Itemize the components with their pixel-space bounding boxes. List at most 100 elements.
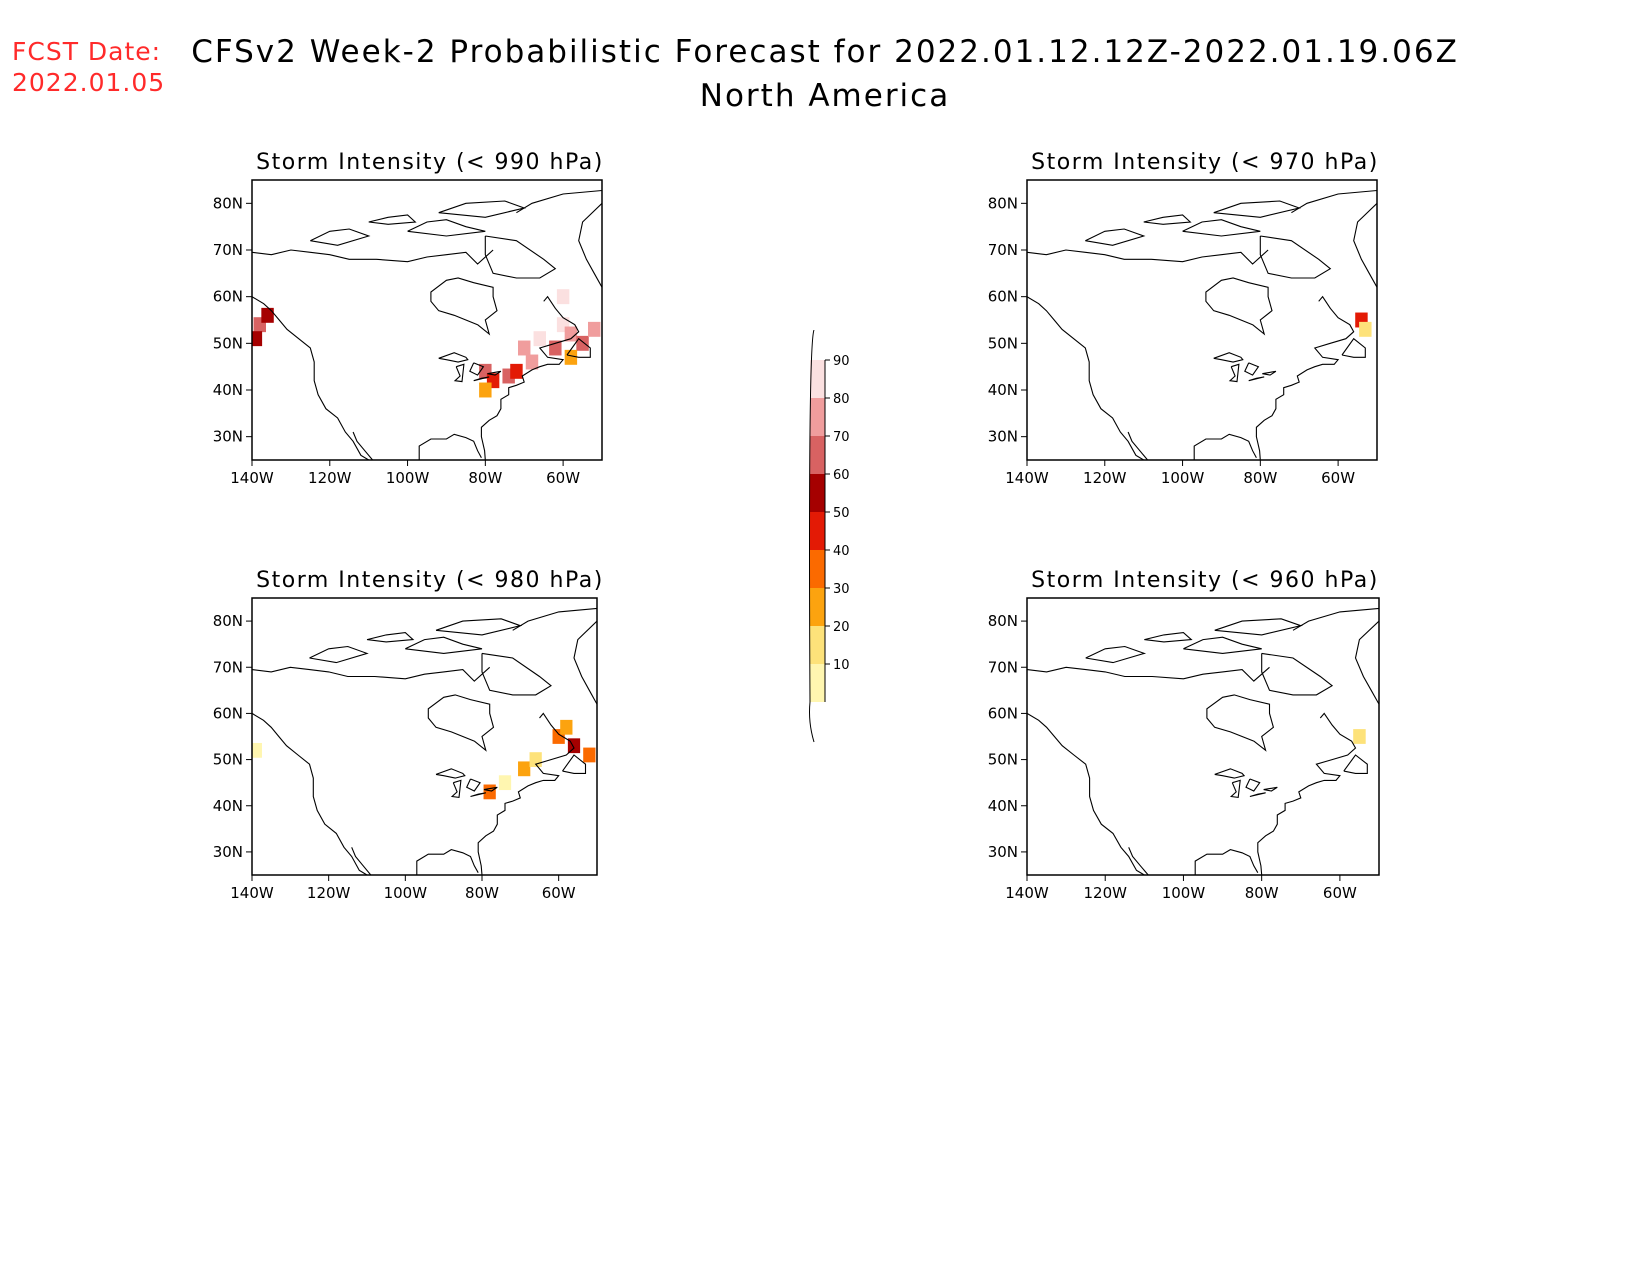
forecast-date: FCST Date: 2022.01.05 bbox=[12, 36, 165, 98]
lon-tick-label: 100W bbox=[1161, 469, 1205, 487]
coastline bbox=[1205, 277, 1273, 336]
colorbar: 90 80 70 60 50 40 30 20 10 bbox=[809, 330, 850, 743]
coastline bbox=[1194, 849, 1259, 875]
coastline bbox=[1244, 362, 1260, 376]
lat-tick-label: 30N bbox=[213, 843, 243, 861]
coastline bbox=[487, 370, 502, 376]
colorbar-label: 20 bbox=[833, 620, 850, 635]
lat-tick-label: 70N bbox=[213, 241, 243, 259]
lat-tick-label: 30N bbox=[988, 843, 1018, 861]
lat-tick-label: 80N bbox=[213, 194, 243, 212]
probability-cell bbox=[533, 331, 546, 347]
panel-title: Storm Intensity (< 970 hPa) bbox=[1031, 150, 1379, 175]
probability-cell bbox=[583, 747, 596, 763]
colorbar-swatch bbox=[810, 360, 825, 398]
coastline bbox=[310, 228, 371, 246]
coastline bbox=[477, 712, 575, 875]
forecast-date-value: 2022.01.05 bbox=[12, 68, 166, 97]
coastline bbox=[1128, 847, 1149, 875]
coastline bbox=[435, 768, 466, 779]
coastline bbox=[252, 712, 368, 875]
coastline bbox=[562, 754, 587, 774]
panel-990: Storm Intensity (< 990 hPa) 80N 70N 60N 50N 4… bbox=[200, 150, 660, 510]
probability-cell bbox=[518, 340, 531, 356]
lat-tick-label: 60N bbox=[213, 288, 243, 306]
lon-tick-label: 120W bbox=[1083, 884, 1127, 902]
probability-cell bbox=[252, 331, 263, 347]
coastline bbox=[1245, 778, 1261, 792]
coastline bbox=[450, 779, 462, 799]
lat-tick-label: 40N bbox=[988, 381, 1018, 399]
coastline bbox=[480, 295, 580, 460]
coastline bbox=[407, 219, 486, 237]
lon-tick-label: 80W bbox=[465, 884, 499, 902]
coastline bbox=[1214, 618, 1303, 636]
probability-cell bbox=[518, 761, 531, 777]
coastline bbox=[453, 363, 465, 383]
lat-tick-label: 50N bbox=[988, 334, 1018, 352]
coastline bbox=[1341, 337, 1366, 358]
colorbar-swatch bbox=[810, 398, 825, 436]
map-plot: 80N 70N 60N 50N 40N 30N 140W 120W 100W 80W 60W bbox=[988, 597, 1380, 902]
colorbar-label: 70 bbox=[833, 430, 850, 445]
lat-tick-label: 60N bbox=[988, 704, 1018, 722]
map-plot: 80N 70N 60N 50N 40N 30N 140W 120W 100W 80W 60W bbox=[213, 179, 603, 487]
colorbar-label: 50 bbox=[833, 506, 850, 521]
probability-cell bbox=[1353, 729, 1366, 744]
main-title: CFSv2 Week-2 Probabilistic Forecast for … bbox=[191, 34, 1459, 70]
coastline bbox=[1027, 666, 1270, 682]
probability-cell bbox=[525, 354, 539, 370]
coastline bbox=[1193, 433, 1257, 460]
forecast-date-label: FCST Date: bbox=[12, 37, 162, 66]
coastline bbox=[1143, 214, 1192, 225]
coastline bbox=[1144, 632, 1193, 643]
coastline bbox=[1261, 652, 1334, 696]
coastline bbox=[252, 296, 369, 460]
probability-cell bbox=[261, 307, 274, 323]
colorbar-label: 90 bbox=[833, 354, 850, 369]
lon-tick-label: 120W bbox=[1083, 469, 1127, 487]
probability-cell bbox=[479, 382, 492, 398]
coastline bbox=[1248, 376, 1265, 382]
lat-tick-label: 70N bbox=[988, 241, 1018, 259]
probability-cell bbox=[1359, 321, 1372, 337]
coastline bbox=[1263, 786, 1278, 792]
map-frame bbox=[1026, 597, 1380, 876]
probability-cell bbox=[498, 775, 512, 791]
lon-tick-label: 120W bbox=[307, 884, 351, 902]
coastline bbox=[473, 376, 490, 382]
coastline bbox=[1027, 296, 1144, 460]
figure-title: CFSv2 Week-2 Probabilistic Forecast for … bbox=[180, 30, 1470, 118]
lon-tick-label: 100W bbox=[384, 884, 428, 902]
panel-980: Storm Intensity (< 980 hPa) 80N 70N 60N 50N 4… bbox=[200, 568, 660, 928]
colorbar-label: 60 bbox=[833, 468, 850, 483]
lat-tick-label: 70N bbox=[988, 658, 1018, 676]
coastline bbox=[1291, 189, 1377, 289]
colorbar-label: 80 bbox=[833, 392, 850, 407]
coastline bbox=[516, 189, 602, 289]
coastline bbox=[1183, 636, 1262, 654]
coastline bbox=[309, 645, 369, 664]
coastline bbox=[368, 214, 417, 225]
coastline bbox=[465, 778, 481, 792]
coastline bbox=[1262, 370, 1277, 376]
probability-cell bbox=[252, 742, 262, 758]
lat-tick-label: 30N bbox=[213, 428, 243, 446]
coastline bbox=[416, 849, 479, 875]
coastline bbox=[1292, 607, 1379, 705]
map-plot: 80N 70N 60N 50N 40N 30N 140W 120W 100W 80W 60W bbox=[988, 179, 1378, 487]
lon-tick-label: 100W bbox=[386, 469, 430, 487]
lon-tick-label: 140W bbox=[230, 884, 274, 902]
coastline bbox=[1085, 228, 1146, 246]
coastline bbox=[1213, 352, 1244, 363]
colorbar-swatch bbox=[810, 626, 825, 664]
lat-tick-label: 40N bbox=[213, 381, 243, 399]
colorbar-swatch bbox=[810, 588, 825, 626]
probability-cell bbox=[556, 289, 570, 305]
colorbar-swatch bbox=[810, 550, 825, 588]
probability-cell bbox=[564, 349, 578, 365]
lon-tick-label: 60W bbox=[546, 469, 580, 487]
colorbar-swatch bbox=[810, 664, 825, 702]
probability-cell bbox=[483, 784, 496, 800]
coastline bbox=[1259, 235, 1332, 279]
